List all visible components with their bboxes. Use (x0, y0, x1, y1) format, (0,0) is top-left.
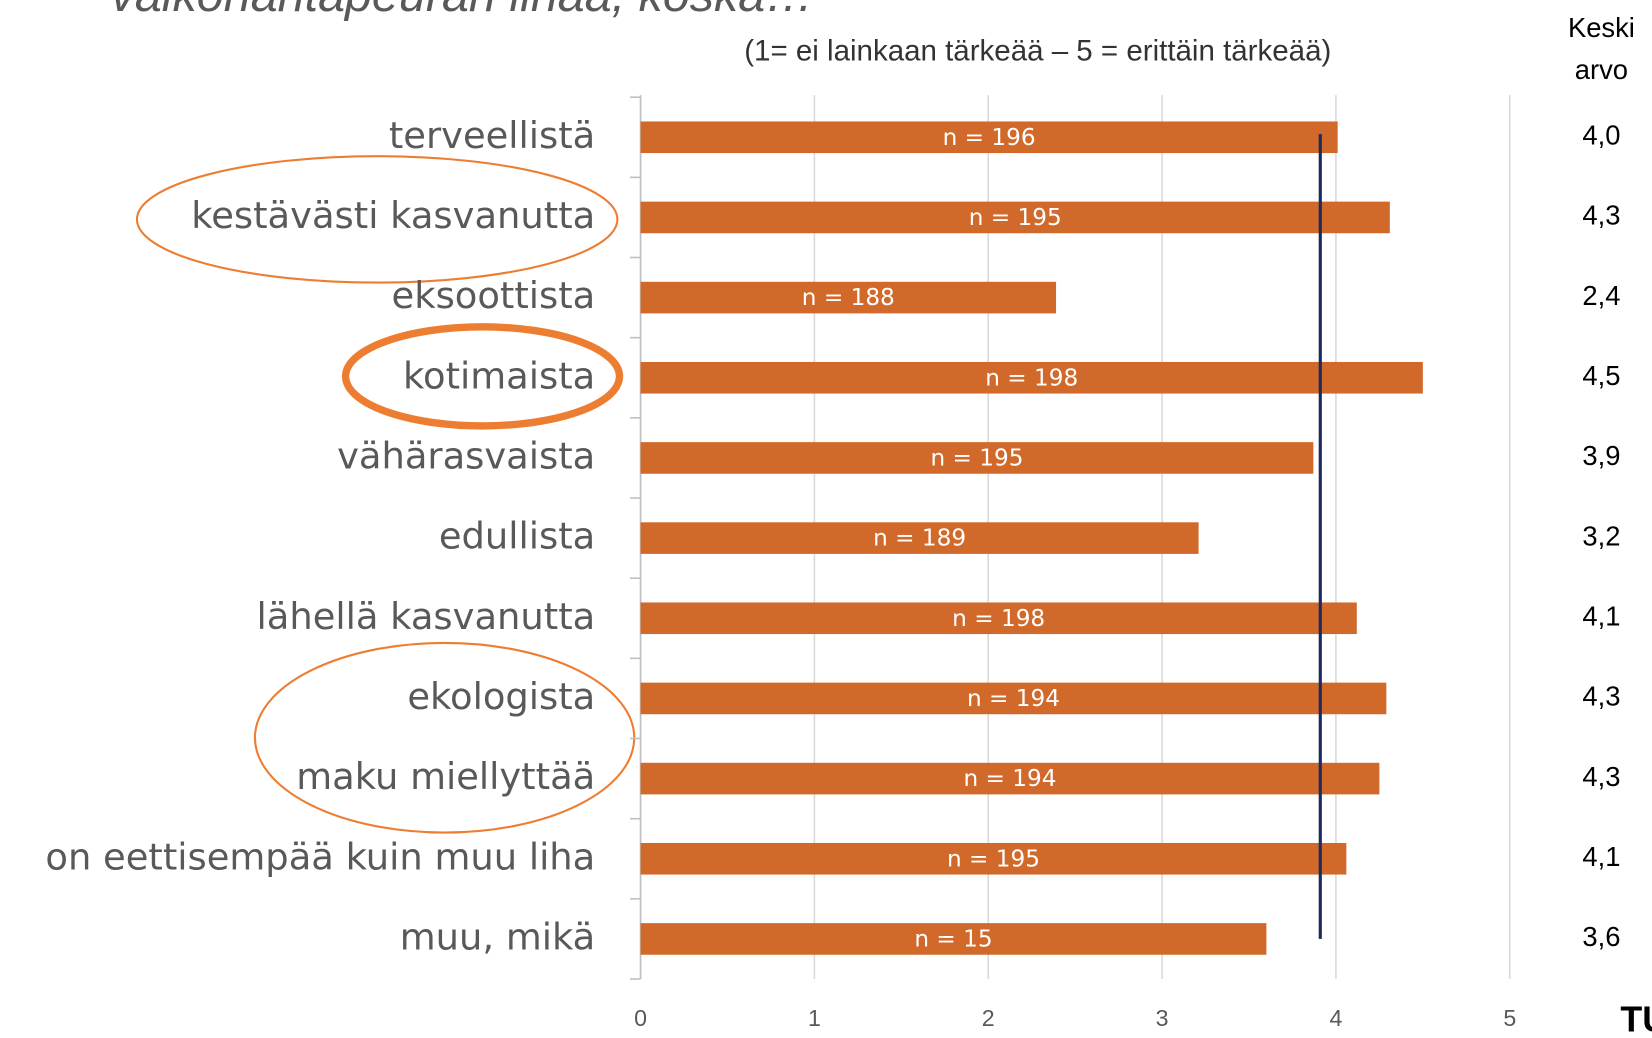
bar (640, 201, 1390, 234)
chart-title: valkohäntäpeuran lihaa, koska… (111, 0, 814, 22)
bar (640, 602, 1357, 635)
mean-label: 3,9 (1582, 440, 1620, 471)
mean-label: 3,2 (1582, 520, 1620, 551)
highlight-ellipse (253, 641, 636, 834)
category-label: eksoottista (392, 274, 596, 317)
n-label: n = 195 (947, 845, 1040, 872)
chart-subtitle: (1= ei lainkaan tärkeää – 5 = erittäin t… (744, 35, 1331, 68)
x-tick-label: 1 (808, 1005, 821, 1031)
n-label: n = 198 (985, 364, 1078, 391)
bar (640, 522, 1199, 554)
category-label: vähärasvaista (337, 434, 595, 477)
mean-label: 4,3 (1582, 761, 1620, 792)
x-tick-label: 0 (634, 1005, 647, 1031)
mean-label: 4,0 (1582, 119, 1620, 150)
category-label: ekologista (407, 675, 595, 718)
x-tick-label: 4 (1329, 1005, 1342, 1031)
category-label: muu, mikä (400, 915, 596, 958)
n-label: n = 194 (967, 685, 1060, 712)
highlight-ellipse (135, 155, 619, 284)
category-label: kestävästi kasvanutta (191, 194, 595, 237)
bar (640, 682, 1387, 715)
n-label: n = 196 (943, 124, 1036, 151)
category-label: maku miellyttää (296, 755, 595, 798)
n-label: n = 198 (952, 605, 1045, 632)
bar (640, 121, 1338, 154)
n-label: n = 195 (969, 204, 1062, 231)
mean-label: 4,3 (1582, 681, 1620, 712)
bar (640, 762, 1380, 795)
n-label: n = 15 (914, 925, 992, 952)
logo: TU (1620, 1000, 1652, 1033)
category-label: kotimaista (403, 354, 595, 397)
mean-label: 2,4 (1582, 280, 1620, 311)
mean-label: 3,6 (1582, 921, 1620, 952)
bar (640, 923, 1267, 955)
bar (640, 842, 1347, 875)
column-header: arvo (1575, 54, 1628, 85)
bar (640, 281, 1057, 314)
x-tick-label: 2 (982, 1005, 995, 1031)
x-tick-label: 3 (1156, 1005, 1169, 1031)
n-label: n = 194 (963, 765, 1056, 792)
bar (640, 361, 1423, 394)
category-label: lähellä kasvanutta (257, 595, 596, 638)
x-tick-label: 5 (1503, 1005, 1516, 1031)
n-label: n = 188 (802, 284, 895, 311)
column-header: Keski (1568, 12, 1635, 43)
highlight-ellipse (341, 323, 624, 430)
category-label: edullista (439, 515, 595, 558)
category-label: on eettisempää kuin muu liha (45, 835, 595, 878)
bar (640, 442, 1314, 474)
mean-label: 4,1 (1582, 600, 1620, 631)
n-label: n = 189 (873, 525, 966, 552)
category-label: terveellistä (389, 114, 595, 157)
mean-label: 4,5 (1582, 360, 1620, 391)
mean-label: 4,1 (1582, 841, 1620, 872)
mean-label: 4,3 (1582, 200, 1620, 231)
n-label: n = 195 (930, 444, 1023, 471)
